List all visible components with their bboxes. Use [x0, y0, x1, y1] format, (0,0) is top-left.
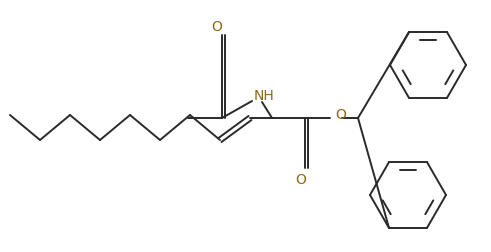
Text: O: O — [212, 20, 222, 34]
Text: O: O — [296, 173, 306, 187]
Text: O: O — [335, 108, 346, 122]
Text: NH: NH — [254, 89, 275, 103]
